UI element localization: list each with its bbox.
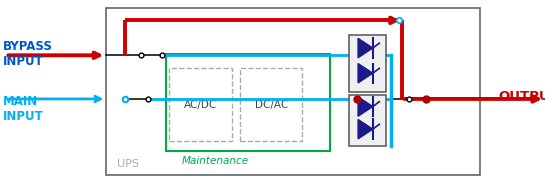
- Bar: [240, 68, 302, 141]
- Text: UPS: UPS: [117, 159, 139, 169]
- Bar: [349, 95, 386, 146]
- Text: DC/AC: DC/AC: [255, 100, 288, 110]
- Text: BYPASS
INPUT: BYPASS INPUT: [3, 40, 53, 68]
- Polygon shape: [358, 97, 373, 116]
- Text: AC/DC: AC/DC: [184, 100, 217, 110]
- Polygon shape: [358, 63, 373, 83]
- Polygon shape: [358, 38, 373, 58]
- Text: OUTPUT: OUTPUT: [499, 90, 545, 104]
- Bar: [349, 35, 386, 92]
- Text: MAIN
INPUT: MAIN INPUT: [3, 95, 44, 123]
- Bar: [169, 68, 232, 141]
- Text: Maintenance: Maintenance: [181, 156, 249, 166]
- Bar: [106, 8, 480, 175]
- Bar: [166, 54, 330, 151]
- Polygon shape: [358, 120, 373, 139]
